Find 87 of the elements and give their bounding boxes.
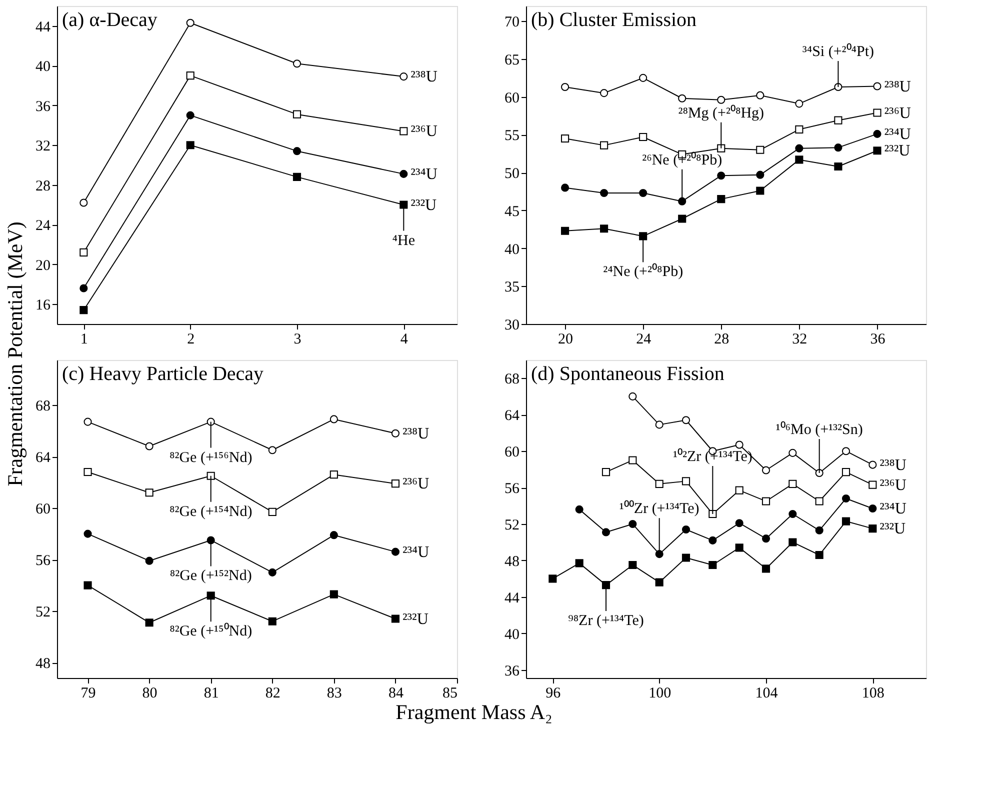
y-tick-label: 20: [36, 258, 50, 274]
series-label: ²³⁶U: [884, 104, 912, 122]
y-tick-label: 68: [504, 372, 520, 388]
x-tick-label: 85: [442, 686, 458, 702]
x-tick-label: 83: [326, 686, 342, 702]
y-tick-label: 35: [504, 280, 520, 296]
x-tick-label: 82: [265, 686, 280, 702]
y-tick-label: 55: [504, 128, 520, 144]
y-tick-label: 44: [36, 19, 51, 36]
x-tick-label: 96: [546, 686, 562, 702]
chart-title: (d) Spontaneous Fission: [531, 363, 724, 385]
y-tick-label: 56: [36, 553, 51, 570]
chart-title: (b) Cluster Emission: [531, 9, 697, 31]
y-tick-label: 70: [504, 14, 520, 31]
y-tick-label: 24: [36, 218, 51, 234]
y-tick-label: 56: [504, 481, 520, 498]
y-tick-label: 30: [504, 318, 520, 334]
annotation: ³⁴Si (+²⁰⁴Pt): [802, 43, 874, 60]
y-tick-label: 60: [504, 444, 520, 461]
annotation: ⁸²Ge (+¹⁵⁶Nd): [169, 450, 252, 466]
x-tick-label: 28: [714, 332, 730, 348]
x-tick-label: 36: [870, 332, 886, 348]
y-tick-label: 68: [36, 398, 50, 415]
series-label: ²³⁶U: [402, 476, 430, 493]
annotation: ¹⁰⁶Mo (+¹³²Sn): [776, 420, 863, 438]
y-tick-label: 40: [36, 59, 50, 76]
y-tick-label: 48: [36, 656, 50, 672]
y-tick-label: 28: [36, 178, 50, 194]
annotation: ²⁶Ne (+²⁰⁸Pb): [642, 151, 722, 168]
series-label: ²³²U: [884, 142, 911, 160]
y-tick-label: 36: [504, 663, 520, 680]
y-tick-label: 36: [36, 98, 51, 115]
y-tick-label: 64: [504, 408, 520, 424]
x-tick-label: 2: [187, 332, 195, 348]
x-tick-label: 32: [792, 332, 808, 348]
y-tick-label: 44: [504, 590, 520, 606]
annotation: ²⁸Mg (+²⁰⁸Hg): [678, 104, 764, 122]
annotation: ⁹⁸Zr (+¹³⁴Te): [568, 613, 644, 630]
x-tick-label: 104: [755, 686, 778, 702]
x-tick-label: 79: [80, 686, 96, 702]
y-tick-label: 40: [504, 242, 520, 258]
series-label: ²³⁴U: [410, 166, 438, 183]
series-label: ²³⁶U: [410, 123, 438, 140]
y-tick-label: 52: [504, 518, 520, 534]
y-tick-label: 64: [36, 450, 51, 466]
y-tick-label: 60: [36, 502, 50, 518]
series-label: ²³⁶U: [880, 476, 907, 494]
x-tick-label: 20: [558, 332, 574, 348]
annotation: ⁸²Ge (+¹⁵²Nd): [170, 568, 252, 584]
y-tick-label: 32: [36, 138, 50, 155]
annotation: ¹⁰²Zr (+¹³⁴Te): [672, 448, 752, 465]
x-tick-label: 1: [80, 332, 88, 348]
x-tick-label: 108: [862, 686, 884, 702]
x-tick-label: 84: [388, 686, 404, 702]
annotation: ¹⁰⁰Zr (+¹³⁴Te): [619, 500, 700, 518]
x-tick-label: 3: [294, 332, 302, 348]
y-tick-label: 65: [504, 52, 520, 68]
series-label: ²³⁸U: [410, 68, 438, 86]
series-label: ²³²U: [410, 196, 438, 214]
y-axis-title: Fragmentation Potential (MeV): [3, 222, 27, 486]
series-label: ²³⁴U: [884, 126, 912, 143]
y-tick-label: 40: [504, 626, 520, 643]
y-tick-label: 60: [504, 90, 520, 106]
y-tick-label: 45: [504, 204, 520, 220]
chart-title: (c) Heavy Particle Decay: [62, 363, 264, 385]
annotation: ⁸²Ge (+¹⁵⁴Nd): [169, 504, 252, 520]
series-label: ²³²U: [880, 520, 906, 538]
x-tick-label: 100: [648, 686, 672, 702]
series-label: ²³⁸U: [402, 425, 430, 442]
x-tick-label: 80: [142, 686, 158, 702]
chart-title: (a) α-Decay: [62, 9, 158, 31]
series-label: ²³²U: [402, 610, 429, 628]
y-tick-label: 48: [504, 554, 520, 570]
y-tick-label: 16: [36, 298, 51, 314]
x-tick-label: 81: [204, 686, 219, 702]
series-label: ²³⁸U: [884, 78, 912, 96]
x-tick-label: 24: [636, 332, 652, 348]
series-label: ²³⁸U: [880, 456, 907, 474]
series-label: ²³⁴U: [402, 544, 430, 561]
annotation: ²⁴Ne (+²⁰⁸Pb): [603, 263, 684, 280]
y-tick-label: 50: [504, 166, 520, 182]
annotation: ⁸²Ge (+¹⁵⁰Nd): [170, 622, 252, 640]
annotation: ⁴He: [392, 232, 416, 249]
x-axis-title: Fragment Mass A₂: [396, 700, 552, 724]
y-tick-label: 52: [36, 604, 50, 621]
x-tick-label: 4: [400, 332, 408, 348]
series-label: ²³⁴U: [880, 500, 907, 518]
